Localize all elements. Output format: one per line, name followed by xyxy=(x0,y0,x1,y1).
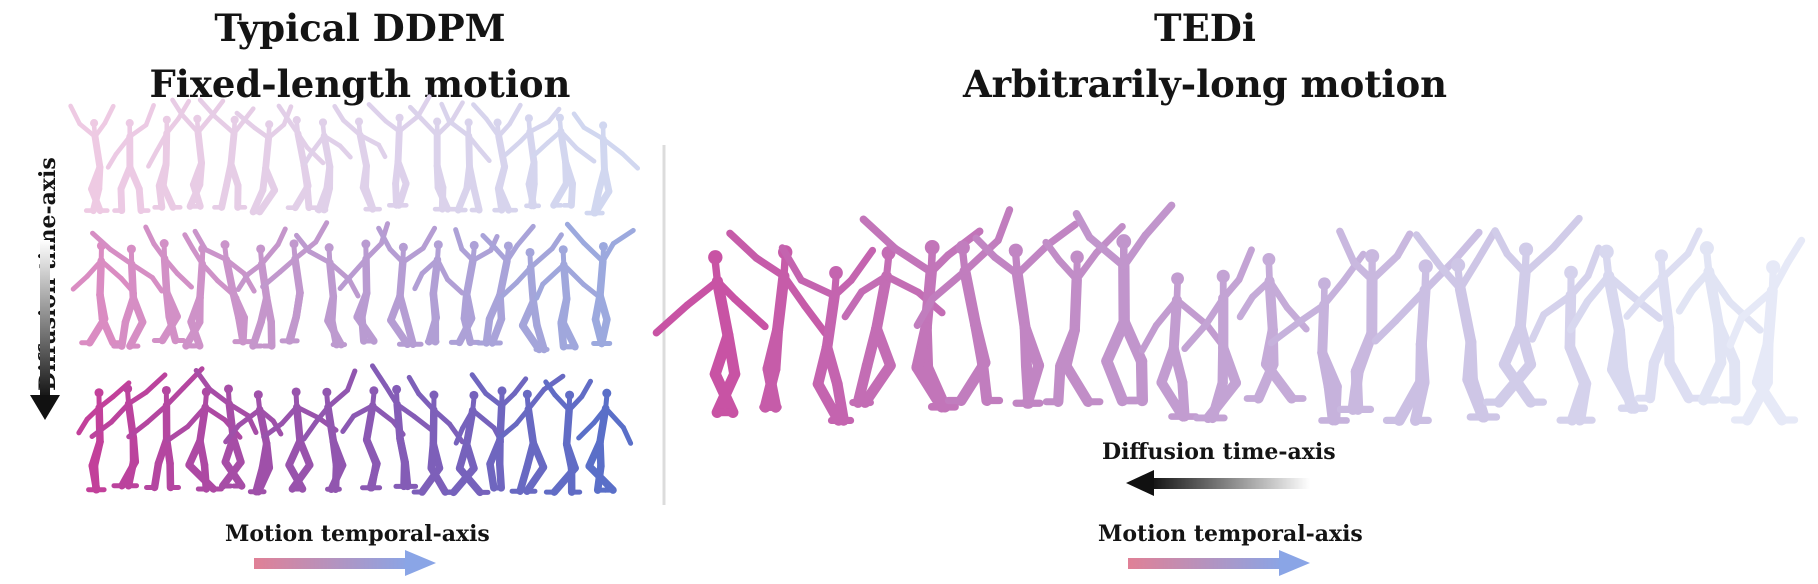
stick-figure xyxy=(340,386,406,492)
stick-figure xyxy=(531,113,597,209)
stick-figure xyxy=(407,100,465,213)
stick-figure xyxy=(90,230,165,350)
stick-figure xyxy=(165,387,243,493)
stick-figure xyxy=(1566,244,1664,414)
stick-figure xyxy=(503,106,562,210)
right-motion-axis-label: Motion temporal-axis xyxy=(1098,521,1363,547)
stick-figure xyxy=(1267,250,1367,426)
right-title: TEDi Arbitrarily-long motion xyxy=(880,0,1530,112)
stick-figure xyxy=(439,101,492,214)
stick-figure xyxy=(276,103,326,212)
stick-figure xyxy=(652,250,769,418)
stick-figure xyxy=(1042,222,1126,407)
stick-figure xyxy=(332,103,388,213)
left-title: Typical DDPM Fixed-length motion xyxy=(60,0,660,112)
stick-figure xyxy=(143,224,194,345)
stick-figure xyxy=(443,390,504,497)
stick-figure xyxy=(261,387,339,493)
left-title-line2: Fixed-length motion xyxy=(149,62,571,106)
stick-figure xyxy=(471,102,523,214)
stick-figure xyxy=(469,372,529,492)
stick-figure xyxy=(1412,228,1501,423)
right-title-line1: TEDi xyxy=(1154,6,1256,50)
stick-figure xyxy=(68,103,116,215)
stick-figure xyxy=(564,221,636,348)
stick-figure xyxy=(534,245,603,351)
stick-figure xyxy=(366,94,432,209)
stick-figure xyxy=(1726,236,1806,426)
stick-figure xyxy=(1675,241,1764,406)
stick-figure xyxy=(1072,201,1176,407)
right-title-line2: Arbitrarily-long motion xyxy=(962,62,1448,106)
stick-figure xyxy=(778,244,877,426)
left-title-line1: Typical DDPM xyxy=(214,6,506,50)
stick-figure xyxy=(497,373,566,495)
stick-figure xyxy=(76,380,132,494)
stick-figure xyxy=(260,220,330,345)
left-figure-rows xyxy=(68,94,641,497)
stick-figure xyxy=(182,232,240,350)
stick-figure xyxy=(126,366,205,492)
stick-figure xyxy=(576,388,634,494)
stick-figure xyxy=(301,368,358,493)
right-diffusion-axis-label: Diffusion time-axis xyxy=(1102,439,1336,465)
stick-figure xyxy=(302,118,353,214)
stick-figure xyxy=(197,97,256,211)
stick-figure xyxy=(369,363,435,491)
stick-figure xyxy=(235,226,288,350)
right-figure-sequence xyxy=(652,201,1806,426)
stick-figure xyxy=(105,103,156,215)
stick-figure xyxy=(193,367,259,490)
stick-figure xyxy=(913,206,1014,406)
stick-figure xyxy=(841,246,946,408)
left-diffusion-arrow xyxy=(30,240,60,420)
stick-figure xyxy=(543,378,594,496)
stick-figure xyxy=(294,232,361,349)
stick-figure xyxy=(376,225,438,349)
right-diffusion-arrow xyxy=(1126,470,1310,496)
stick-figure xyxy=(497,232,564,354)
stick-figure xyxy=(146,98,192,211)
stick-figure xyxy=(726,229,829,413)
stick-figure xyxy=(1623,227,1704,404)
stick-figure xyxy=(1528,244,1603,426)
left-row-3 xyxy=(76,363,634,497)
stick-figure xyxy=(1138,272,1227,422)
stick-figure xyxy=(1371,228,1483,426)
right-motion-arrow xyxy=(1128,550,1310,576)
left-row-2 xyxy=(70,220,636,354)
stick-figure xyxy=(571,111,641,217)
stick-figure xyxy=(1236,252,1310,404)
stick-figure xyxy=(1181,246,1255,424)
stick-figure xyxy=(406,374,465,496)
stick-figure xyxy=(170,97,226,210)
left-motion-axis-label: Motion temporal-axis xyxy=(225,521,490,547)
stick-figure xyxy=(1336,227,1414,415)
stick-figure xyxy=(337,221,391,345)
stick-figure xyxy=(1482,214,1583,408)
stick-figure xyxy=(859,215,984,413)
stick-figure xyxy=(972,220,1080,409)
left-row-1 xyxy=(68,94,641,217)
stick-figure xyxy=(448,227,500,347)
stick-figure xyxy=(412,240,465,346)
stick-figure xyxy=(70,241,137,347)
stick-figure xyxy=(234,104,294,216)
left-motion-arrow xyxy=(254,550,436,576)
